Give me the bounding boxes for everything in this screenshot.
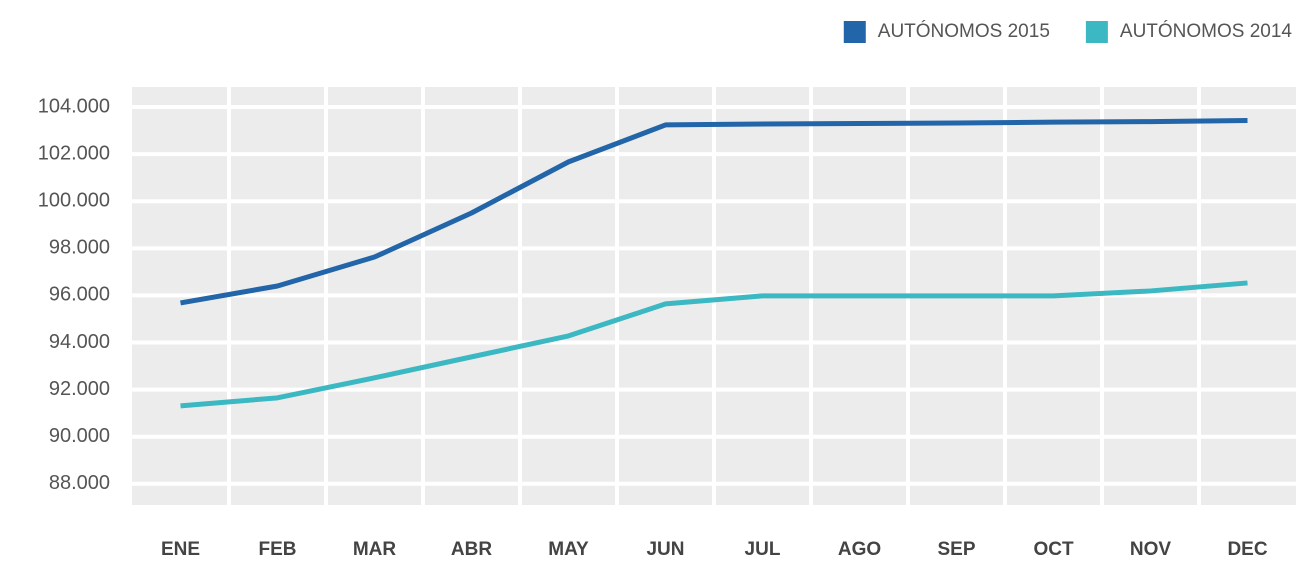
x-tick-label: AGO <box>838 539 881 560</box>
y-tick-label: 94.000 <box>49 331 110 353</box>
x-tick-label: FEB <box>259 539 297 560</box>
y-tick-label: 90.000 <box>49 425 110 447</box>
legend-label: AUTÓNOMOS 2014 <box>1120 20 1293 42</box>
x-tick-label: NOV <box>1130 539 1172 560</box>
legend-swatch <box>1085 21 1108 43</box>
y-tick-label: 102.000 <box>38 142 110 164</box>
x-tick-label: DEC <box>1227 539 1267 560</box>
x-tick-label: SEP <box>937 539 975 560</box>
x-tick-label: ENE <box>161 539 200 560</box>
x-tick-label: JUL <box>745 539 781 560</box>
y-tick-label: 92.000 <box>49 378 110 400</box>
x-tick-label: ABR <box>451 539 492 560</box>
x-tick-label: OCT <box>1033 539 1074 560</box>
x-tick-label: MAR <box>353 539 397 560</box>
y-tick-label: 104.000 <box>38 95 110 117</box>
series-line <box>180 117 1248 306</box>
y-tick-label: 96.000 <box>49 284 110 306</box>
y-tick-label: 100.000 <box>38 189 110 211</box>
legend-swatch <box>843 21 866 43</box>
y-tick-label: 98.000 <box>49 237 110 259</box>
legend-label: AUTÓNOMOS 2015 <box>878 20 1050 42</box>
x-tick-label: MAY <box>548 539 589 560</box>
x-tick-label: JUN <box>646 539 684 560</box>
series-line <box>180 280 1248 409</box>
y-tick-label: 88.000 <box>49 472 110 494</box>
